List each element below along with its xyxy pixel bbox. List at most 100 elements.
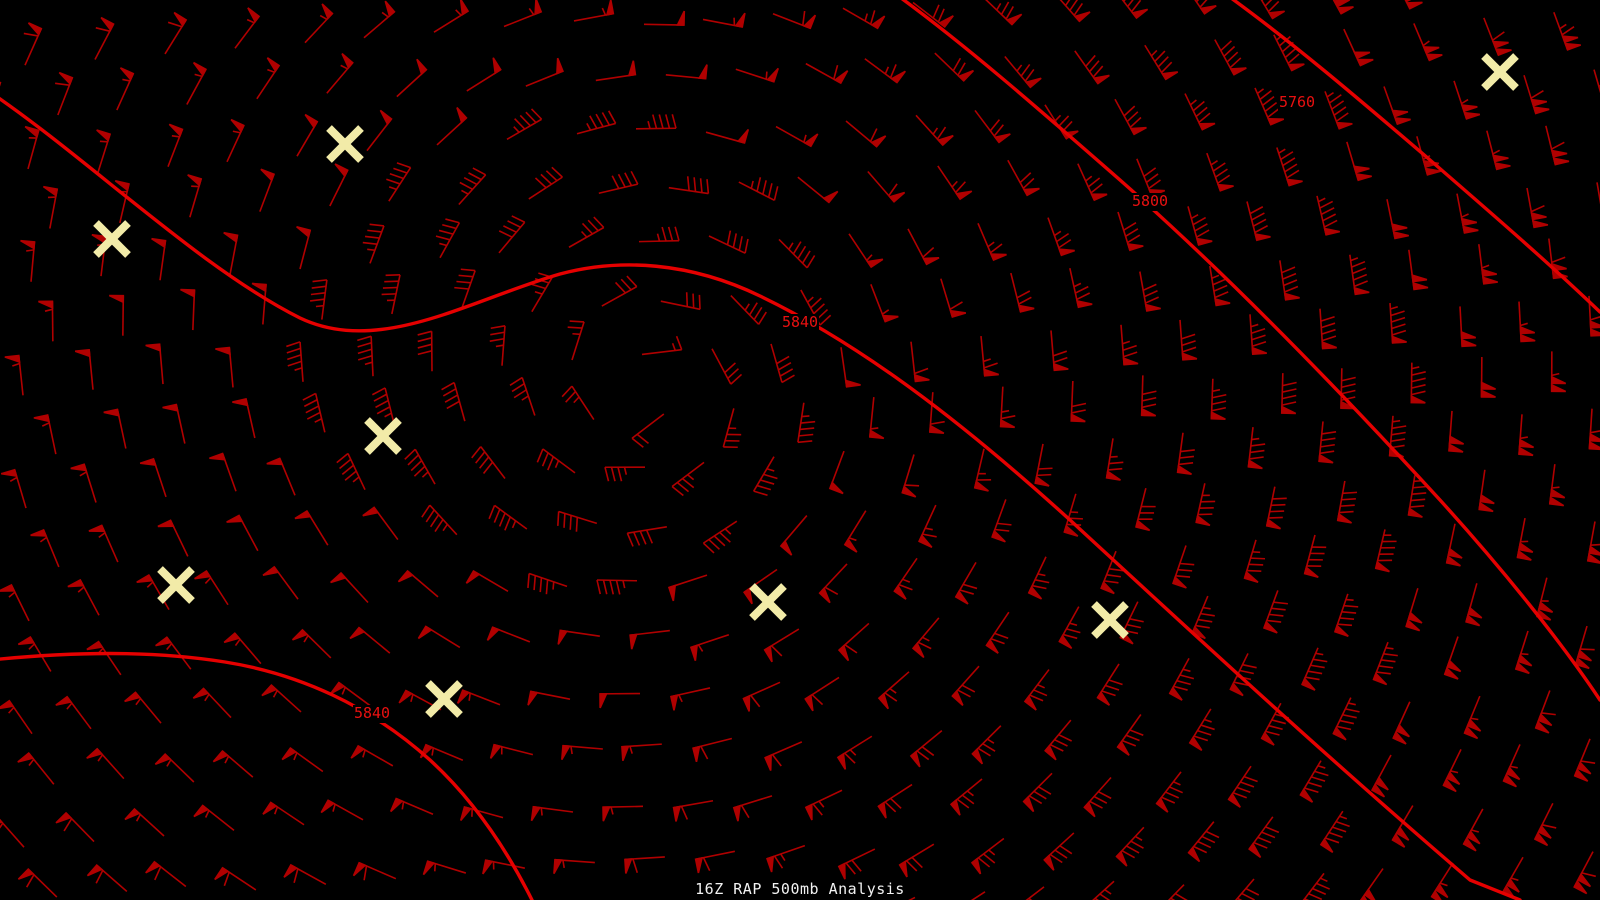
wind-barb	[486, 626, 531, 643]
wind-barb	[970, 837, 1005, 875]
wind-barb	[898, 843, 935, 878]
wind-barb	[1144, 44, 1179, 81]
wind-barb	[1140, 375, 1157, 417]
wind-barb	[164, 11, 188, 55]
wind-barb	[1227, 765, 1258, 808]
wind-barb	[0, 468, 27, 509]
wind-barb	[557, 510, 598, 532]
site-marker-6[interactable]	[1091, 601, 1129, 639]
contour-label: 5800	[1132, 192, 1168, 210]
wind-barb	[509, 376, 536, 416]
wind-barb	[669, 687, 711, 711]
wind-barb	[1022, 772, 1053, 813]
wind-barb	[234, 7, 261, 49]
wind-barb	[598, 170, 639, 195]
wind-barb	[145, 860, 187, 888]
wind-barb	[1254, 87, 1285, 126]
wind-barb	[937, 165, 973, 201]
wind-barb	[194, 569, 229, 606]
wind-barb	[212, 749, 254, 778]
wind-barb	[912, 1, 954, 29]
wind-barb	[1478, 244, 1498, 285]
wind-barb	[1383, 86, 1411, 126]
wind-barb	[330, 571, 369, 604]
wind-barb	[949, 778, 983, 816]
wind-barb	[1188, 708, 1215, 751]
wind-barb	[124, 807, 165, 837]
wind-barb	[302, 392, 326, 433]
wind-barb	[1004, 55, 1042, 89]
wind-barb	[266, 457, 296, 496]
wind-barb	[797, 402, 816, 444]
wind-barb	[103, 408, 127, 449]
site-marker-4[interactable]	[157, 566, 195, 604]
wind-barb	[389, 797, 434, 815]
wind-barb	[525, 57, 564, 87]
wind-barb	[778, 238, 816, 269]
wind-barb	[55, 71, 74, 116]
site-marker-5[interactable]	[749, 583, 787, 621]
wind-barb	[1083, 776, 1112, 818]
wind-barb	[352, 861, 397, 881]
wind-barb	[1518, 301, 1536, 343]
contour-label: 5840	[354, 704, 390, 722]
wind-barb	[1550, 351, 1567, 393]
wind-barb	[568, 216, 605, 248]
wind-barb	[17, 636, 52, 672]
wind-barb	[397, 569, 439, 598]
wind-barb	[1318, 421, 1337, 464]
wind-barb	[732, 795, 773, 822]
wind-barb	[1516, 518, 1534, 561]
wind-barb	[1301, 647, 1328, 691]
wind-barb	[145, 343, 164, 385]
wind-barb	[1486, 130, 1511, 171]
site-marker-2[interactable]	[93, 220, 131, 258]
wind-barb	[918, 504, 937, 548]
site-marker-3[interactable]	[364, 417, 402, 455]
wind-barb	[818, 563, 848, 604]
wind-barb	[779, 515, 808, 556]
wind-barb	[1480, 356, 1496, 398]
wind-barb	[1280, 373, 1297, 415]
wind-barb	[466, 57, 502, 92]
wind-barb	[1214, 39, 1247, 76]
wind-barb	[1545, 125, 1570, 166]
wind-barb	[1010, 272, 1035, 313]
wind-barb	[672, 799, 714, 822]
wind-barb	[1023, 669, 1050, 711]
wind-barb	[1209, 265, 1231, 307]
site-marker-7[interactable]	[425, 680, 463, 718]
site-marker-8[interactable]	[1481, 53, 1519, 91]
wind-barb	[1443, 636, 1462, 680]
wind-barb	[1247, 427, 1266, 470]
wind-barb	[1445, 523, 1463, 567]
wind-barb	[766, 844, 806, 873]
wind-barb	[286, 341, 304, 382]
wind-barb	[1316, 195, 1340, 236]
wind-barb	[970, 891, 986, 900]
wind-barb	[1573, 851, 1596, 895]
wind-barb	[1044, 719, 1072, 761]
wind-barb	[527, 572, 568, 595]
wind-barb	[940, 278, 967, 318]
wind-barb	[20, 239, 36, 282]
wind-barb	[764, 741, 803, 771]
wind-barb	[283, 863, 327, 885]
site-marker-1[interactable]	[326, 125, 364, 163]
wind-barb	[638, 226, 680, 243]
wind-barb	[1117, 211, 1144, 252]
wind-barb	[1392, 701, 1411, 745]
wind-barb	[694, 850, 735, 874]
wind-barb	[1246, 201, 1271, 242]
wind-barb	[256, 57, 281, 100]
wind-barb	[527, 690, 571, 706]
wind-barb	[209, 452, 237, 492]
wind-barb	[226, 514, 259, 552]
wind-barb	[488, 504, 528, 531]
wind-barb	[1478, 469, 1495, 513]
wind-barb	[1389, 303, 1407, 344]
wind-barb	[775, 125, 819, 148]
wind-barb	[223, 632, 262, 665]
wind-barb	[629, 629, 670, 650]
wind-barb	[702, 520, 738, 554]
